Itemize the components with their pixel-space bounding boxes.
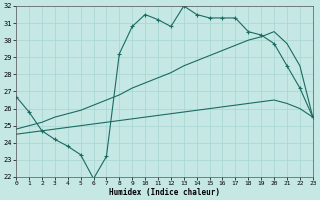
X-axis label: Humidex (Indice chaleur): Humidex (Indice chaleur)	[109, 188, 220, 197]
